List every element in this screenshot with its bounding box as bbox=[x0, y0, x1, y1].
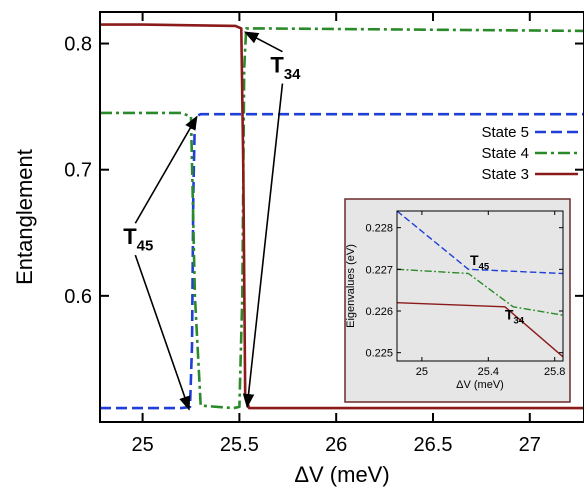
inset-plot-area bbox=[397, 211, 563, 361]
annotation-subscript: 34 bbox=[284, 66, 301, 83]
series-line-2 bbox=[100, 27, 584, 410]
inset-x-tick-label: 25.4 bbox=[478, 366, 499, 378]
x-tick-label: 25.5 bbox=[220, 434, 259, 456]
inset-annotation-main: T bbox=[505, 306, 514, 322]
legend: State 5 State 4 State 3 bbox=[481, 124, 578, 183]
series-line-3 bbox=[100, 23, 584, 410]
annotation-arrow bbox=[243, 31, 283, 53]
inset-x-tick-label: 25.8 bbox=[544, 366, 565, 378]
legend-label: State 4 bbox=[481, 145, 529, 162]
x-tick-label: 26.5 bbox=[414, 434, 453, 456]
main-plot: 25 25.5 26 26.5 27 0.6 0.7 0.8 ΔV (meV) Entanglem… bbox=[12, 11, 584, 487]
y-tick-label: 0.7 bbox=[64, 160, 92, 182]
y-axis-label: Entanglement bbox=[12, 149, 37, 285]
inset-series-line-1 bbox=[397, 211, 563, 275]
inset-annotation-1: T45 bbox=[470, 252, 490, 272]
inset-y-tick-label: 0.226 bbox=[365, 306, 393, 318]
inset-annotation-2: T34 bbox=[505, 306, 525, 326]
x-tick-label: 27 bbox=[519, 434, 541, 456]
inset-series-line-2 bbox=[397, 268, 563, 316]
annotation-arrow bbox=[134, 254, 191, 411]
legend-label: State 3 bbox=[481, 166, 529, 183]
annotation-main: T bbox=[123, 224, 137, 249]
inset-y-axis-label: Eigenvalues (eV) bbox=[345, 244, 357, 328]
y-tick-label: 0.6 bbox=[64, 286, 92, 308]
annotation-arrow bbox=[134, 115, 198, 224]
annotation-1: T45 bbox=[123, 224, 153, 255]
plot-frame bbox=[99, 11, 584, 423]
annotation-subscript: 45 bbox=[137, 238, 154, 255]
inset-y-tick-label: 0.227 bbox=[365, 264, 393, 276]
x-tick-label: 25 bbox=[131, 434, 153, 456]
inset-x-axis-label: ΔV (meV) bbox=[456, 379, 504, 391]
annotation-2: T34 bbox=[270, 53, 301, 84]
annotation-main: T bbox=[270, 53, 284, 78]
inset-annotation-subscript: 45 bbox=[479, 261, 490, 272]
inset-y-tick-label: 0.225 bbox=[365, 348, 393, 360]
inset-annotation-subscript: 34 bbox=[513, 316, 524, 327]
x-tick-label: 26 bbox=[325, 434, 347, 456]
inset-plot: 25 25.4 25.8 0.225 0.226 0.227 0.228 ΔV (meV) Ei… bbox=[344, 198, 571, 403]
annotation-arrow bbox=[242, 83, 284, 409]
legend-label: State 5 bbox=[481, 124, 529, 141]
inset-x-tick-label: 25 bbox=[416, 366, 428, 378]
y-tick-label: 0.8 bbox=[64, 34, 92, 56]
legend-entry-2: State 4 bbox=[481, 145, 578, 162]
x-axis-label: ΔV (meV) bbox=[294, 462, 389, 487]
legend-entry-3: State 3 bbox=[481, 166, 578, 183]
inset-series-line-3 bbox=[397, 302, 563, 358]
inset-plot-frame bbox=[396, 210, 564, 362]
legend-entry-1: State 5 bbox=[481, 124, 578, 141]
inset-annotation-main: T bbox=[470, 252, 479, 268]
inset-series-group bbox=[397, 211, 563, 358]
inset-y-tick-label: 0.228 bbox=[365, 223, 393, 235]
